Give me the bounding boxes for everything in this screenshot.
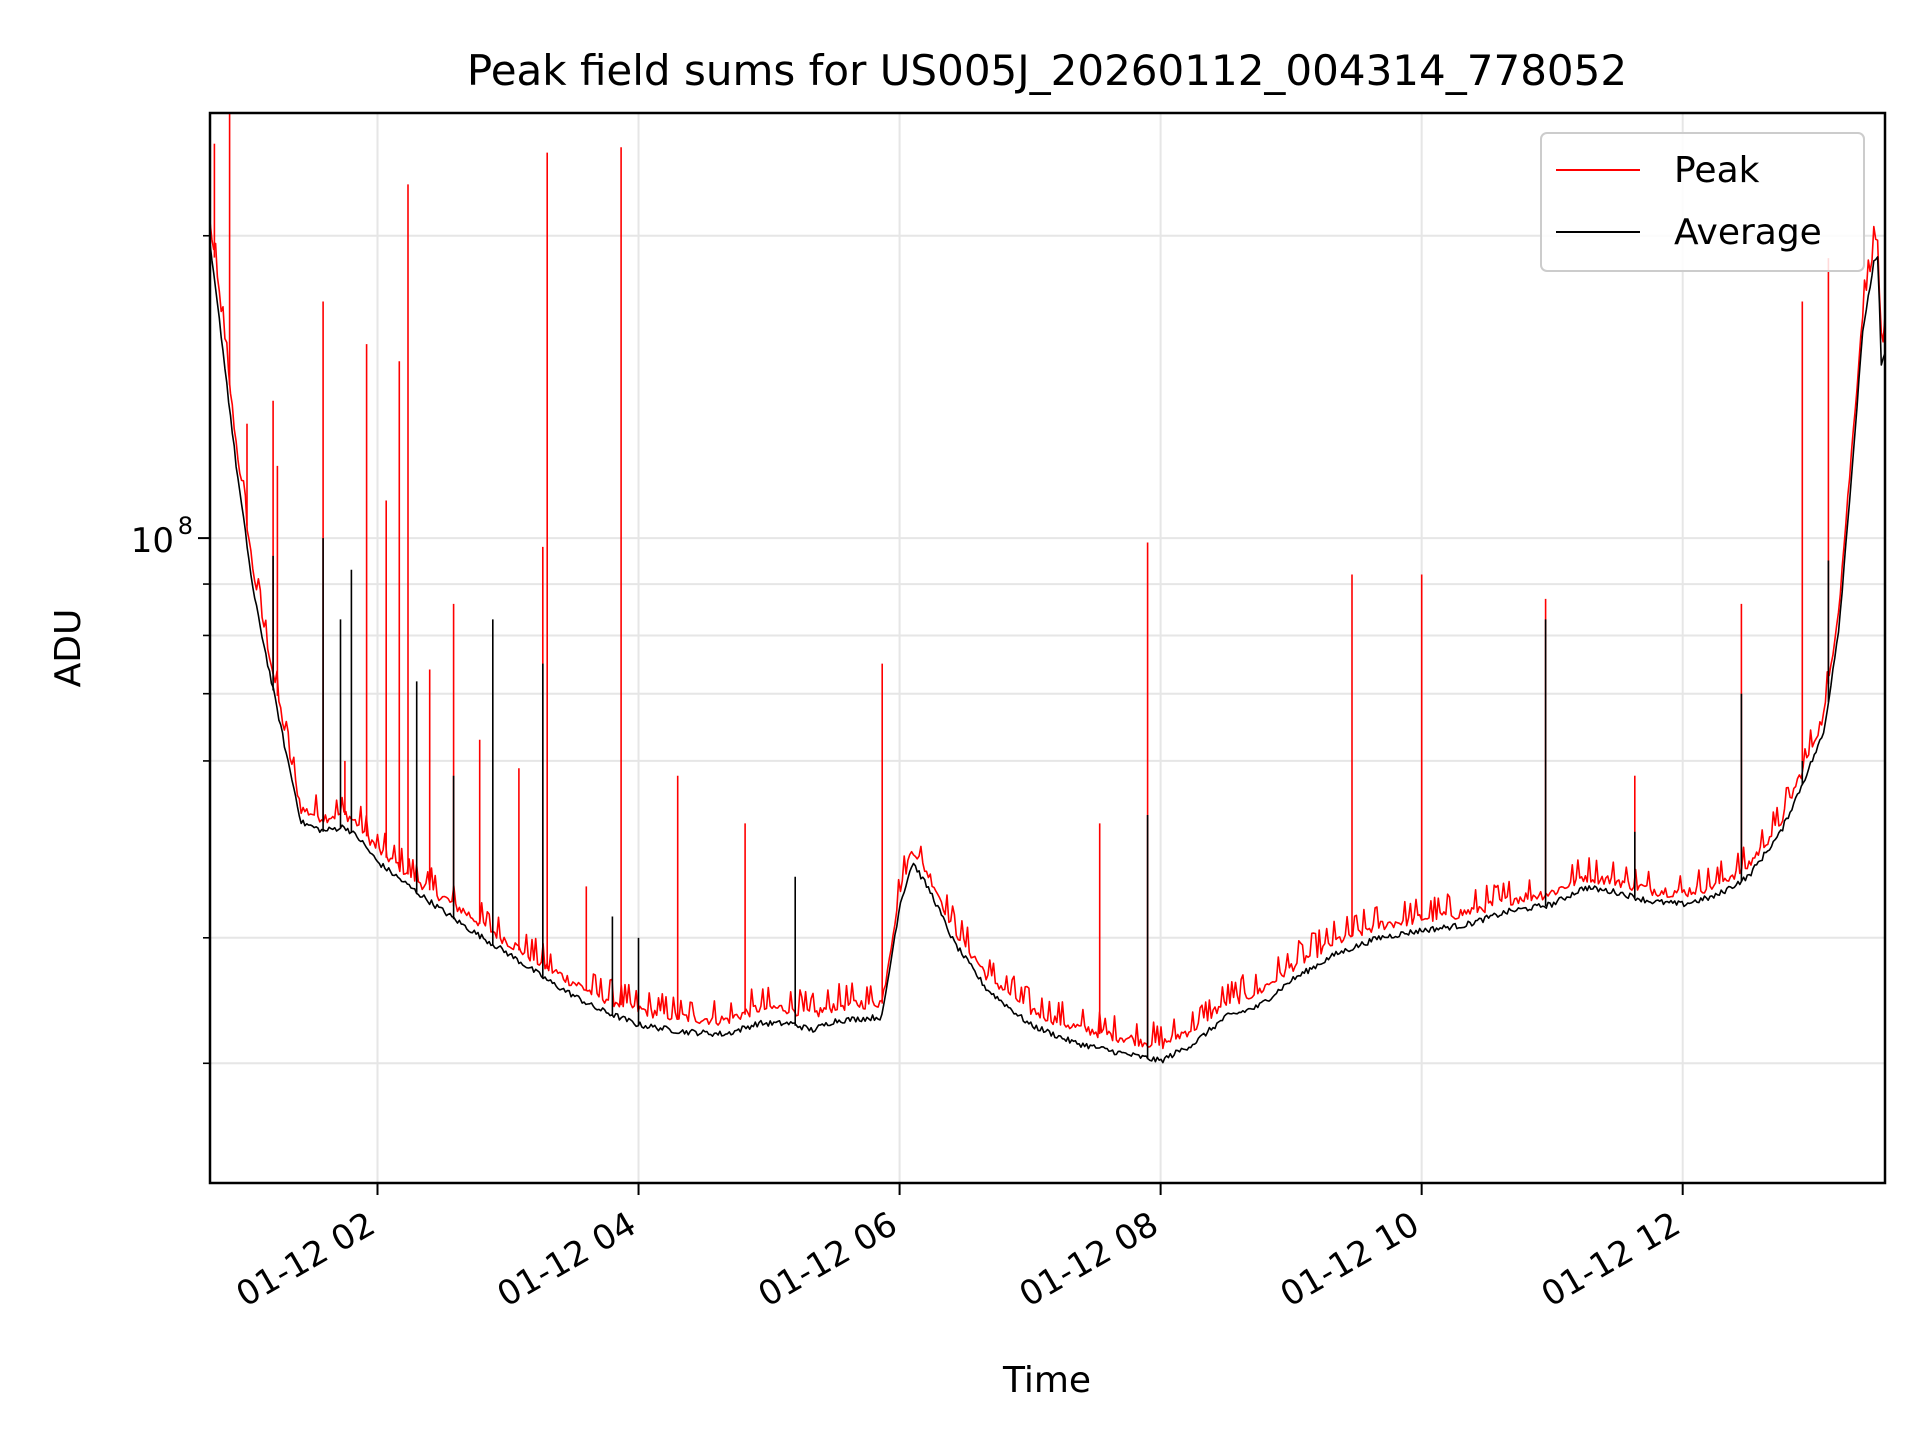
legend-label: Peak (1674, 150, 1760, 191)
legend: Peak Average (1540, 132, 1865, 272)
grid (210, 113, 1885, 1183)
y-tick-label: 10 (131, 521, 174, 561)
x-axis-label: Time (1002, 1360, 1091, 1401)
chart-title: Peak field sums for US005J_20260112_0043… (467, 46, 1627, 95)
series-average (210, 243, 1885, 1064)
series-line-peak (210, 221, 1885, 1050)
plot-frame (208, 111, 1887, 1185)
y-tick-label-exponent: 8 (178, 512, 193, 540)
y-axis-label: ADU (48, 609, 89, 688)
legend-box (1540, 132, 1865, 272)
series-line-average (210, 243, 1885, 1064)
series-layer (210, 113, 1885, 1064)
legend-label: Average (1674, 212, 1822, 253)
